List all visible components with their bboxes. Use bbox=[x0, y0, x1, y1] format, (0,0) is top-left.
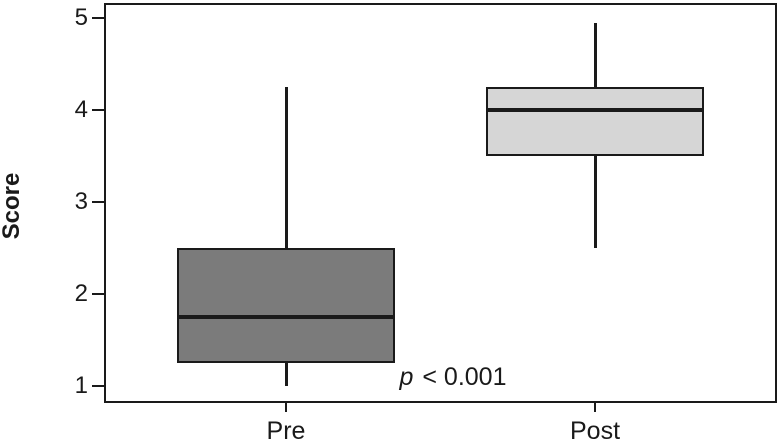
box-post bbox=[486, 87, 704, 156]
x-tick bbox=[284, 402, 288, 412]
y-tick-label: 2 bbox=[74, 280, 88, 307]
p-symbol: p bbox=[399, 363, 414, 391]
p-value-text: < 0.001 bbox=[415, 363, 507, 391]
x-tick bbox=[593, 402, 597, 412]
y-tick-label: 5 bbox=[74, 4, 88, 31]
box-pre bbox=[177, 248, 395, 363]
y-tick bbox=[92, 108, 104, 112]
y-tick-label: 3 bbox=[74, 188, 88, 215]
y-tick-label: 1 bbox=[74, 372, 88, 399]
median-line-post bbox=[486, 108, 704, 112]
y-axis-title: Score bbox=[0, 172, 25, 240]
x-tick-label-pre: Pre bbox=[266, 417, 306, 445]
y-tick bbox=[92, 16, 104, 20]
whisker-upper-pre bbox=[284, 87, 288, 248]
median-line-pre bbox=[177, 315, 395, 319]
p-value-annotation: p < 0.001 bbox=[333, 363, 573, 391]
whisker-lower-post bbox=[593, 156, 597, 248]
y-tick bbox=[92, 200, 104, 204]
x-tick-label-post: Post bbox=[569, 417, 621, 445]
y-tick-label: 4 bbox=[74, 96, 88, 123]
whisker-lower-pre bbox=[284, 363, 288, 386]
y-tick bbox=[92, 384, 104, 388]
y-tick bbox=[92, 292, 104, 296]
whisker-upper-post bbox=[593, 22, 597, 87]
